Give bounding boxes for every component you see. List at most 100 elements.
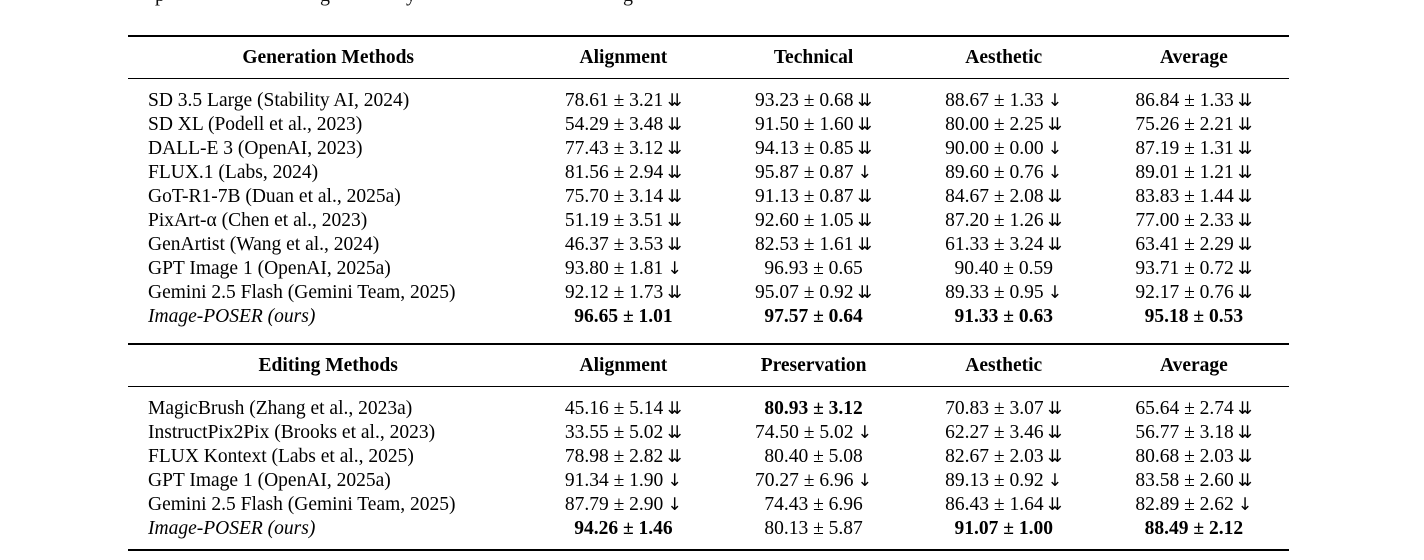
score-cell: 83.83 ± 1.44 ⇊ [1099,185,1289,209]
down-arrow-icon: ↓ [1047,471,1063,491]
score-value: 80.68 ± 2.03 [1135,446,1234,467]
score-value: 83.83 ± 1.44 [1135,186,1234,207]
table-row: GoT-R1-7B (Duan et al., 2025a) 75.70 ± 3.… [128,185,1289,209]
score-value: 65.64 ± 2.74 [1135,398,1234,419]
score-cell: 80.93 ± 3.12 [719,387,909,422]
score-value: 56.77 ± 3.18 [1135,422,1234,443]
score-cell: 70.27 ± 6.96 ↓ [719,469,909,493]
score-cell: 86.84 ± 1.33 ⇊ [1099,79,1289,114]
score-value: 70.83 ± 3.07 [945,398,1044,419]
score-value: 95.18 ± 0.53 [1144,306,1244,327]
score-value: 61.33 ± 3.24 [945,234,1044,255]
score-value: 33.55 ± 5.02 [564,422,664,443]
column-header: Aesthetic [908,343,1099,387]
score-cell: 82.67 ± 2.03 ⇊ [909,445,1099,469]
results-table-body: Generation Methods Alignment Technical Aest… [128,36,1289,550]
double-down-arrow-icon: ⇊ [667,139,682,159]
score-value: 78.98 ± 2.82 [564,446,664,467]
table-row: GPT Image 1 (OpenAI, 2025a) 93.80 ± 1.81 ↓… [128,257,1289,281]
double-down-arrow-icon: ⇊ [1237,187,1253,207]
double-down-arrow-icon: ⇊ [667,187,682,207]
double-down-arrow-icon: ⇊ [667,163,682,183]
score-cell: 70.83 ± 3.07 ⇊ [909,387,1099,422]
score-cell: 90.00 ± 0.00 ↓ [909,137,1099,161]
score-value: 80.13 ± 5.87 [764,518,863,539]
score-cell: 89.01 ± 1.21 ⇊ [1099,161,1289,185]
down-arrow-icon: ↓ [1047,163,1063,183]
score-value: 90.00 ± 0.00 [945,138,1044,159]
score-cell: 75.26 ± 2.21 ⇊ [1099,113,1289,137]
score-cell: 91.50 ± 1.60 ⇊ [719,113,909,137]
double-down-arrow-icon: ⇊ [667,447,682,467]
double-down-arrow-icon: ⇊ [667,235,682,255]
results-table: Generation Methods Alignment Technical Aest… [128,35,1289,551]
score-cell: 78.61 ± 3.21 ⇊ [528,79,718,114]
score-cell: 62.27 ± 3.46 ⇊ [909,421,1099,445]
score-value: 86.84 ± 1.33 [1135,90,1234,111]
score-value: 82.89 ± 2.62 [1135,494,1234,515]
column-header: Technical [718,36,909,79]
score-cell: 63.41 ± 2.29 ⇊ [1099,233,1289,257]
table-row: SD 3.5 Large (Stability AI, 2024) 78.61 ±… [128,79,1289,114]
caption-fragment: g [320,0,330,7]
score-value: 74.43 ± 6.96 [764,494,863,515]
score-cell: 97.57 ± 0.64 [719,305,909,344]
down-arrow-icon: ↓ [667,495,682,515]
double-down-arrow-icon: ⇊ [1047,187,1063,207]
score-cell: 56.77 ± 3.18 ⇊ [1099,421,1289,445]
score-value: 89.01 ± 1.21 [1135,162,1234,183]
double-down-arrow-icon: ⇊ [1047,423,1063,443]
double-down-arrow-icon: ⇊ [857,91,873,111]
down-arrow-icon: ↓ [667,259,682,279]
double-down-arrow-icon: ⇊ [1237,471,1253,491]
score-cell: 95.07 ± 0.92 ⇊ [719,281,909,305]
score-value: 82.67 ± 2.03 [945,446,1044,467]
table-row: FLUX Kontext (Labs et al., 2025) 78.98 ± … [128,445,1289,469]
score-value: 89.33 ± 0.95 [945,282,1044,303]
score-value: 87.20 ± 1.26 [945,210,1044,231]
double-down-arrow-icon: ⇊ [1237,211,1253,231]
score-cell: 87.79 ± 2.90 ↓ [528,493,718,517]
method-name-cell: MagicBrush (Zhang et al., 2023a) [148,398,413,419]
table-row: MagicBrush (Zhang et al., 2023a) 45.16 ± … [128,387,1289,422]
score-value: 77.00 ± 2.33 [1135,210,1234,231]
double-down-arrow-icon: ⇊ [1237,399,1253,419]
double-down-arrow-icon: ⇊ [857,139,873,159]
score-value: 93.80 ± 1.81 [564,258,664,279]
double-down-arrow-icon: ⇊ [857,283,873,303]
double-down-arrow-icon: ⇊ [1237,91,1253,111]
table-row: Gemini 2.5 Flash (Gemini Team, 2025) 92.1… [128,281,1289,305]
score-value: 93.23 ± 0.68 [755,90,854,111]
caption-fragment: p [155,0,165,7]
section-header-row: Generation Methods Alignment Technical Aest… [128,36,1289,79]
down-arrow-icon: ↓ [1047,283,1063,303]
double-down-arrow-icon: ⇊ [1047,447,1063,467]
score-cell: 91.33 ± 0.63 [909,305,1099,344]
score-cell: 96.93 ± 0.65 [719,257,909,281]
score-value: 92.60 ± 1.05 [755,210,854,231]
score-cell: 91.13 ± 0.87 ⇊ [719,185,909,209]
column-header: Alignment [528,36,719,79]
score-value: 88.67 ± 1.33 [945,90,1044,111]
score-cell: 95.18 ± 0.53 [1099,305,1289,344]
double-down-arrow-icon: ⇊ [857,235,873,255]
down-arrow-icon: ↓ [1237,495,1253,515]
method-name-cell: Gemini 2.5 Flash (Gemini Team, 2025) [148,494,456,515]
down-arrow-icon: ↓ [667,471,682,491]
method-name-cell: GPT Image 1 (OpenAI, 2025a) [148,258,391,279]
score-cell: 92.17 ± 0.76 ⇊ [1099,281,1289,305]
score-cell: 77.43 ± 3.12 ⇊ [528,137,718,161]
score-cell: 61.33 ± 3.24 ⇊ [909,233,1099,257]
score-cell: 80.68 ± 2.03 ⇊ [1099,445,1289,469]
score-value: 91.34 ± 1.90 [564,470,664,491]
double-down-arrow-icon: ⇊ [1237,115,1253,135]
score-value: 92.12 ± 1.73 [564,282,664,303]
method-name-cell: GenArtist (Wang et al., 2024) [148,234,380,255]
score-cell: 77.00 ± 2.33 ⇊ [1099,209,1289,233]
score-value: 62.27 ± 3.46 [945,422,1044,443]
method-name-cell: PixArt-α (Chen et al., 2023) [148,210,368,231]
double-down-arrow-icon: ⇊ [667,399,682,419]
score-cell: 45.16 ± 5.14 ⇊ [528,387,718,422]
method-name-cell: Gemini 2.5 Flash (Gemini Team, 2025) [148,282,456,303]
method-name-cell: Image-POSER (ours) [148,518,316,539]
